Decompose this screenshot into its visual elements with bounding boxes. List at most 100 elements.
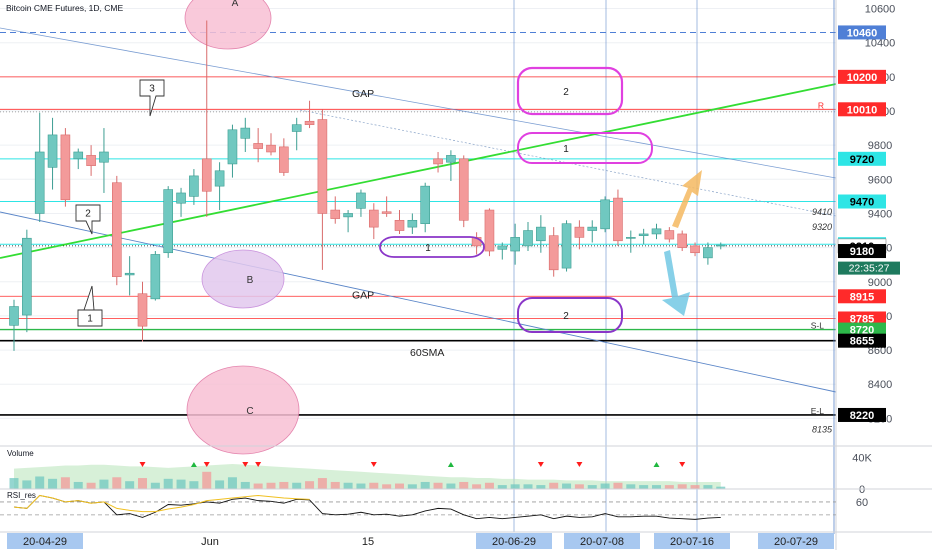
candle-body — [9, 306, 19, 326]
circle-label: C — [246, 406, 253, 417]
price-level-label: 9180 — [850, 246, 874, 258]
price-level-label: 10460 — [847, 27, 878, 39]
y-tick-label: 9400 — [868, 208, 892, 220]
candle-body — [638, 233, 649, 236]
candle-body — [536, 226, 546, 242]
rsi-pane-label: RSI_res — [7, 491, 36, 500]
green-up-marker — [653, 462, 660, 467]
candle-body — [446, 155, 456, 163]
candle-body — [703, 247, 713, 259]
volume-bar — [35, 476, 45, 489]
price-level-tag — [838, 322, 886, 337]
countdown-label: 22:35:27 — [849, 263, 890, 275]
candle-body — [561, 223, 572, 269]
candle-body — [86, 155, 96, 166]
red-down-marker — [139, 462, 146, 467]
volume-bar — [138, 478, 147, 489]
y-tick-label: 8600 — [868, 345, 892, 357]
volume-bar — [484, 482, 494, 489]
volume-bar — [664, 485, 674, 489]
candle-body — [137, 293, 148, 327]
volume-bar — [279, 481, 289, 489]
text-annotation: GAP — [352, 88, 374, 100]
volume-bar — [574, 484, 584, 489]
candle-body — [201, 158, 212, 192]
volume-tick-label: 0 — [859, 484, 865, 496]
volume-bar — [60, 477, 70, 489]
price-level-tag — [838, 69, 886, 84]
volume-bar — [112, 477, 122, 489]
chart-title: Bitcoin CME Futures, 1D, CME — [6, 3, 124, 13]
red-down-marker — [255, 462, 262, 467]
volume-bar — [227, 477, 237, 489]
countdown-tag — [838, 261, 900, 275]
candle-body — [574, 226, 585, 238]
volume-bar — [22, 480, 32, 489]
volume-bar — [9, 478, 19, 489]
green-trendline — [0, 83, 837, 259]
callout-label: 1 — [87, 314, 93, 325]
rsi-line — [13, 494, 721, 520]
volume-bar — [677, 484, 687, 489]
box-label: 1 — [563, 144, 569, 155]
volume-bar — [536, 485, 546, 489]
circle-label: A — [232, 0, 239, 9]
candle-body — [356, 192, 366, 209]
volume-bar — [497, 485, 507, 489]
down-arrow — [662, 250, 690, 316]
level-tag: S-L — [811, 321, 825, 331]
candle-body — [625, 237, 636, 239]
y-tick-label: 8400 — [868, 379, 892, 391]
callout-shape — [77, 285, 103, 327]
volume-bar — [253, 483, 263, 489]
candle-body — [510, 237, 520, 252]
candle-body — [163, 189, 173, 254]
candle-body — [420, 185, 431, 225]
y-tick-label: 9600 — [868, 174, 892, 186]
candle-body — [47, 134, 58, 168]
green-up-marker — [447, 462, 454, 467]
volume-bar — [395, 483, 404, 489]
candle-body — [613, 197, 623, 242]
volume-bar — [330, 481, 340, 489]
candle-body — [253, 143, 263, 149]
x-tick-highlight — [564, 533, 640, 549]
circle-annotation — [201, 249, 285, 309]
volume-bar — [626, 484, 636, 489]
price-level-tag — [838, 102, 886, 117]
x-tick-label: 20-07-29 — [774, 536, 818, 548]
candle-body — [394, 219, 405, 231]
circle-annotation — [186, 365, 300, 455]
candle-body — [150, 254, 161, 300]
box-label: 1 — [425, 243, 431, 254]
x-tick-label: 20-04-29 — [23, 536, 67, 548]
price-level-label: 8785 — [850, 313, 874, 325]
price-level-tag — [838, 244, 886, 259]
green-up-marker — [190, 462, 197, 467]
candle-body — [548, 235, 559, 271]
callout-label: 3 — [149, 84, 155, 95]
price-level-label: 10200 — [847, 72, 878, 84]
candle-body — [112, 182, 122, 277]
volume-bar — [562, 483, 572, 489]
callout-shape — [139, 79, 165, 117]
volume-bar — [240, 481, 250, 489]
candle-body — [279, 146, 289, 173]
price-level-tag — [838, 311, 886, 326]
volume-bar — [317, 478, 327, 489]
candle-body — [651, 228, 662, 235]
level-tag: R — [818, 100, 824, 110]
callout-shape — [75, 204, 101, 235]
red-down-marker — [242, 462, 249, 467]
price-level-tag — [838, 151, 886, 166]
candle-body — [214, 170, 225, 187]
red-down-marker — [370, 462, 377, 467]
candle-body — [124, 272, 135, 276]
box-annotation — [517, 132, 653, 164]
volume-bar — [292, 482, 302, 489]
volume-bar — [549, 482, 559, 489]
circle-label: B — [247, 275, 254, 286]
price-level-label: 8655 — [850, 336, 874, 348]
price-level-label: 9720 — [850, 154, 874, 166]
